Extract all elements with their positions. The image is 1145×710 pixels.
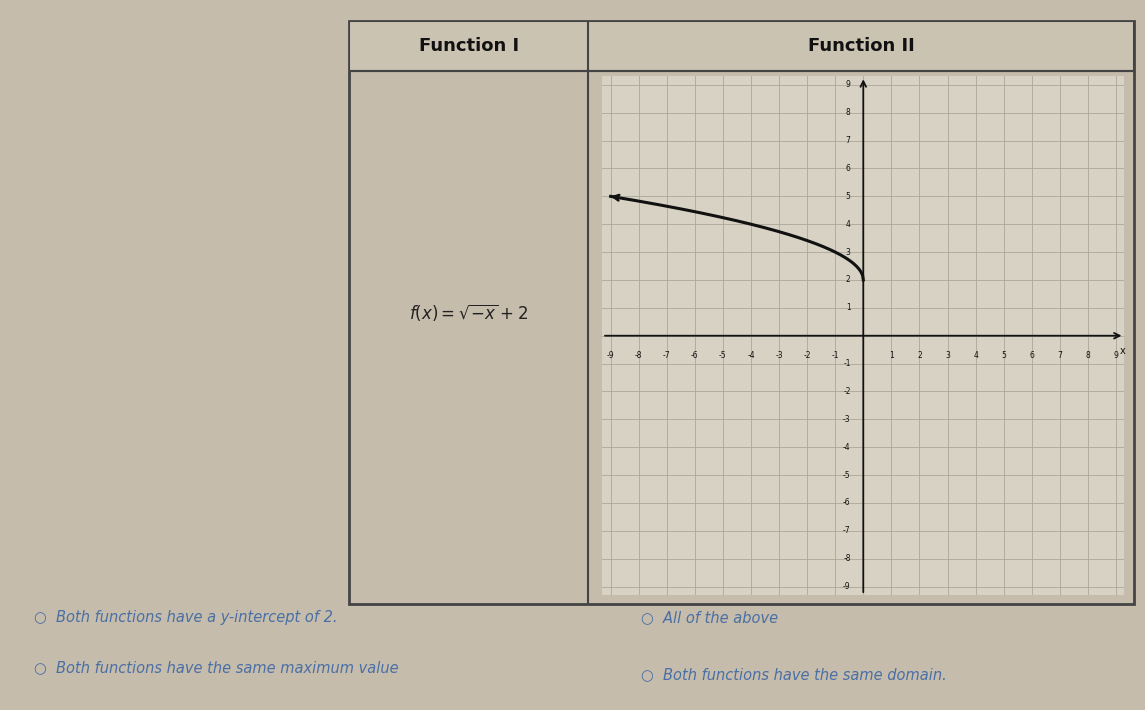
Text: -8: -8 xyxy=(635,351,642,360)
Text: Function II: Function II xyxy=(807,37,915,55)
Text: 2: 2 xyxy=(917,351,922,360)
Text: 2: 2 xyxy=(846,275,851,285)
Text: -8: -8 xyxy=(843,555,851,563)
Text: -6: -6 xyxy=(843,498,851,508)
Text: -6: -6 xyxy=(692,351,698,360)
Text: -7: -7 xyxy=(843,526,851,535)
Text: -5: -5 xyxy=(719,351,727,360)
Text: -3: -3 xyxy=(843,415,851,424)
Text: -7: -7 xyxy=(663,351,671,360)
Text: 1: 1 xyxy=(889,351,894,360)
Text: -2: -2 xyxy=(843,387,851,396)
Text: 9: 9 xyxy=(1114,351,1119,360)
Text: 7: 7 xyxy=(1057,351,1063,360)
Text: -1: -1 xyxy=(843,359,851,368)
Text: -4: -4 xyxy=(843,443,851,452)
Text: -9: -9 xyxy=(843,582,851,591)
Text: ○  Both functions have a y-intercept of 2.: ○ Both functions have a y-intercept of 2… xyxy=(34,610,338,626)
Text: 6: 6 xyxy=(1029,351,1034,360)
Text: 3: 3 xyxy=(945,351,950,360)
Text: 8: 8 xyxy=(1085,351,1090,360)
Text: -3: -3 xyxy=(775,351,783,360)
Text: 4: 4 xyxy=(973,351,978,360)
Text: ○  Both functions have the same maximum value: ○ Both functions have the same maximum v… xyxy=(34,660,398,675)
Text: ○  All of the above: ○ All of the above xyxy=(641,610,779,626)
Text: -1: -1 xyxy=(831,351,839,360)
Text: Function I: Function I xyxy=(419,37,519,55)
Text: -9: -9 xyxy=(607,351,615,360)
Text: 1: 1 xyxy=(846,303,851,312)
Text: $f(x)=\sqrt{-x}+2$: $f(x)=\sqrt{-x}+2$ xyxy=(409,302,528,323)
Text: 6: 6 xyxy=(846,164,851,173)
Bar xyxy=(349,21,1134,71)
Text: 4: 4 xyxy=(846,219,851,229)
Text: 9: 9 xyxy=(846,80,851,89)
Text: -4: -4 xyxy=(748,351,755,360)
Text: -5: -5 xyxy=(843,471,851,480)
Text: 5: 5 xyxy=(1001,351,1006,360)
Text: 3: 3 xyxy=(846,248,851,256)
Text: 8: 8 xyxy=(846,108,851,117)
Text: x: x xyxy=(1120,346,1126,356)
Text: 7: 7 xyxy=(846,136,851,145)
Text: ○  Both functions have the same domain.: ○ Both functions have the same domain. xyxy=(641,667,947,682)
Text: 5: 5 xyxy=(846,192,851,201)
Text: -2: -2 xyxy=(804,351,811,360)
